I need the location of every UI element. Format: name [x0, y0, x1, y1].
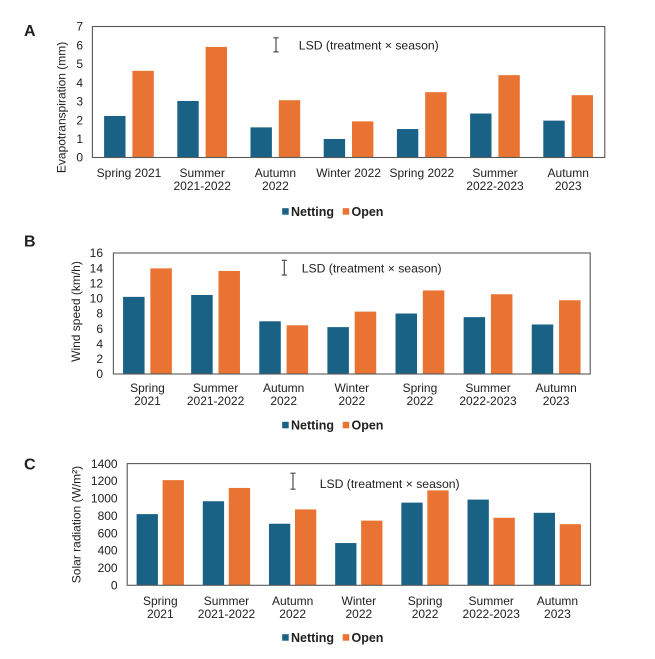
svg-text:Wind speed (km/h): Wind speed (km/h)	[69, 261, 83, 362]
svg-text:A: A	[24, 23, 36, 40]
svg-text:Open: Open	[352, 205, 384, 219]
svg-text:Winter: Winter	[342, 594, 377, 608]
svg-text:4: 4	[76, 76, 83, 90]
svg-text:Autumn: Autumn	[548, 166, 589, 180]
svg-text:2022: 2022	[338, 394, 365, 408]
svg-text:0: 0	[111, 579, 118, 593]
svg-text:Spring 2022: Spring 2022	[389, 166, 454, 180]
svg-text:5: 5	[76, 57, 83, 71]
svg-text:Netting: Netting	[291, 205, 334, 219]
svg-text:2021: 2021	[134, 394, 161, 408]
svg-text:Netting: Netting	[291, 419, 334, 433]
svg-text:8: 8	[96, 307, 103, 321]
svg-text:7: 7	[76, 20, 83, 34]
svg-text:1: 1	[76, 132, 83, 146]
svg-text:3: 3	[76, 95, 83, 109]
svg-text:800: 800	[98, 509, 118, 523]
svg-text:2022-2023: 2022-2023	[466, 179, 524, 193]
svg-text:2022: 2022	[262, 179, 289, 193]
svg-text:Autumn: Autumn	[263, 381, 304, 395]
svg-text:LSD (treatment × season): LSD (treatment × season)	[299, 38, 439, 52]
svg-text:6: 6	[76, 38, 83, 52]
svg-text:Summer: Summer	[193, 381, 238, 395]
svg-text:2023: 2023	[555, 179, 582, 193]
svg-text:2022-2023: 2022-2023	[459, 394, 517, 408]
svg-text:2: 2	[76, 113, 83, 127]
svg-text:4: 4	[96, 337, 103, 351]
svg-text:Summer: Summer	[469, 594, 514, 608]
svg-text:2021-2022: 2021-2022	[198, 607, 256, 621]
svg-text:Summer: Summer	[180, 166, 225, 180]
svg-text:Spring: Spring	[130, 381, 165, 395]
svg-text:Spring: Spring	[143, 594, 178, 608]
svg-text:2022-2023: 2022-2023	[463, 607, 521, 621]
svg-text:2021-2022: 2021-2022	[174, 179, 232, 193]
svg-text:14: 14	[90, 261, 104, 275]
svg-text:2022: 2022	[279, 607, 306, 621]
svg-text:Spring: Spring	[408, 594, 443, 608]
svg-text:2022: 2022	[270, 394, 297, 408]
svg-text:Summer: Summer	[472, 166, 517, 180]
svg-text:0: 0	[96, 367, 103, 381]
svg-text:2021-2022: 2021-2022	[187, 394, 245, 408]
svg-text:1400: 1400	[91, 457, 118, 471]
svg-text:Autumn: Autumn	[255, 166, 296, 180]
svg-text:Autumn: Autumn	[537, 594, 578, 608]
svg-text:C: C	[24, 456, 36, 473]
svg-text:1200: 1200	[91, 474, 118, 488]
svg-text:2023: 2023	[544, 607, 571, 621]
svg-text:1000: 1000	[91, 492, 118, 506]
svg-text:2022: 2022	[407, 394, 434, 408]
svg-text:2022: 2022	[412, 607, 439, 621]
svg-text:600: 600	[98, 526, 118, 540]
svg-text:10: 10	[90, 292, 104, 306]
svg-text:Summer: Summer	[465, 381, 510, 395]
svg-text:0: 0	[76, 151, 83, 165]
svg-text:400: 400	[98, 544, 118, 558]
svg-text:Open: Open	[352, 419, 384, 433]
svg-text:200: 200	[98, 561, 118, 575]
svg-text:LSD (treatment × season): LSD (treatment × season)	[320, 477, 460, 491]
svg-text:Autumn: Autumn	[272, 594, 313, 608]
svg-text:2021: 2021	[147, 607, 174, 621]
svg-text:Spring: Spring	[403, 381, 438, 395]
svg-text:Open: Open	[352, 631, 384, 645]
svg-text:LSD (treatment × season): LSD (treatment × season)	[302, 261, 442, 275]
svg-text:Winter 2022: Winter 2022	[316, 166, 381, 180]
svg-text:12: 12	[90, 276, 104, 290]
svg-text:16: 16	[90, 246, 104, 260]
svg-text:Evapotranspiration (mm): Evapotranspiration (mm)	[54, 42, 68, 173]
svg-text:Autumn: Autumn	[535, 381, 576, 395]
svg-text:2: 2	[96, 352, 103, 366]
svg-text:Summer: Summer	[204, 594, 249, 608]
svg-text:Solar radiation (W/m²): Solar radiation (W/m²)	[70, 466, 84, 583]
svg-text:B: B	[24, 233, 36, 250]
svg-text:2022: 2022	[345, 607, 372, 621]
svg-text:Spring 2021: Spring 2021	[97, 166, 162, 180]
svg-text:6: 6	[96, 322, 103, 336]
svg-text:Netting: Netting	[291, 631, 334, 645]
svg-text:Winter: Winter	[334, 381, 369, 395]
svg-text:2023: 2023	[543, 394, 570, 408]
